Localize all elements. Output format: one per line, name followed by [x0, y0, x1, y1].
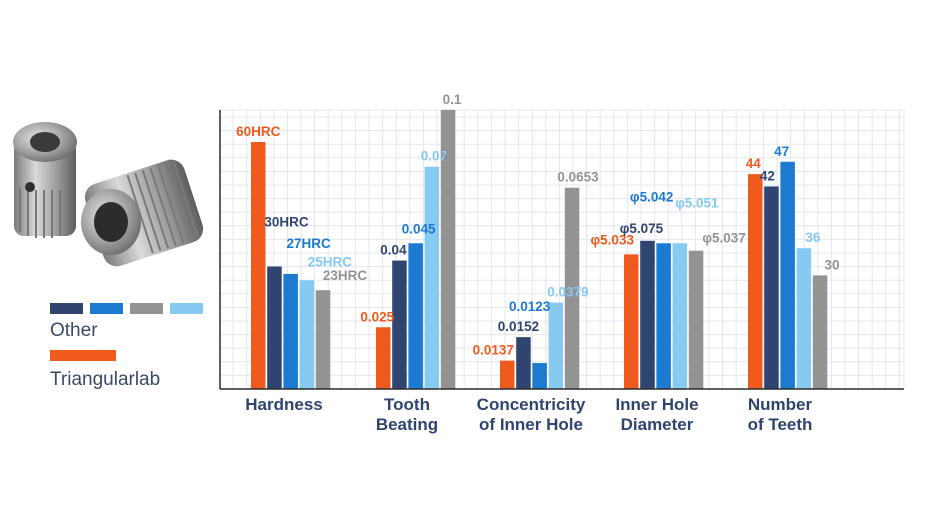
bar-other-1-1: [392, 260, 407, 389]
legend-swatch-triangularlab: [50, 350, 116, 361]
data-label: 0.045: [402, 221, 436, 236]
bar-other-4-2: [564, 187, 580, 389]
data-label: 0.0123: [509, 299, 551, 314]
bar-triangularlab-3: [624, 254, 639, 389]
data-label: 0.0653: [557, 170, 599, 185]
bar-triangularlab-2: [500, 360, 515, 389]
legend: Other Triangularlab: [50, 303, 220, 393]
chart-bars: [251, 109, 828, 389]
data-label: 47: [774, 144, 789, 159]
bar-other-2-4: [780, 161, 795, 389]
category-label: Tooth: [384, 395, 430, 414]
data-label: 25HRC: [308, 254, 353, 269]
data-label: 23HRC: [323, 268, 368, 283]
bar-other-2-1: [408, 243, 423, 389]
bar-other-3-1: [424, 166, 440, 389]
bar-other-4-0: [315, 290, 331, 389]
bar-other-1-2: [516, 337, 531, 389]
category-label: Beating: [376, 415, 438, 434]
gear-left-icon: [13, 122, 77, 238]
category-label: Number: [748, 395, 813, 414]
category-label: Concentricity: [477, 395, 586, 414]
data-label: φ5.037: [702, 231, 745, 246]
bar-other-4-4: [812, 275, 828, 389]
legend-triangularlab-label: Triangularlab: [50, 369, 161, 390]
data-label: φ5.033: [591, 232, 635, 247]
legend-swatch-other-3: [130, 303, 163, 314]
bar-triangularlab-1: [376, 327, 391, 389]
data-label: 30HRC: [264, 214, 309, 229]
category-label: Inner Hole: [615, 395, 698, 414]
bar-other-1-3: [640, 240, 655, 389]
data-label: 42: [760, 168, 775, 183]
gear-right-icon: [81, 159, 204, 267]
bar-other-2-0: [283, 273, 298, 389]
data-label: 0.07: [421, 149, 447, 164]
legend-swatch-other-1: [50, 303, 83, 314]
bar-other-2-3: [656, 243, 671, 389]
gear-photo-icon: [13, 122, 204, 267]
category-label: of Teeth: [748, 415, 813, 434]
data-label: 27HRC: [287, 236, 332, 251]
data-label: 30: [825, 257, 840, 272]
data-label: φ5.042: [630, 189, 673, 204]
legend-other-swatches: [50, 303, 203, 314]
bar-other-4-3: [688, 250, 704, 389]
bar-triangularlab-4: [748, 174, 763, 389]
category-label: Hardness: [245, 395, 322, 414]
data-label: 44: [746, 156, 762, 171]
data-label: 0.04: [380, 243, 407, 258]
data-label: φ5.051: [675, 195, 719, 210]
data-label: φ5.075: [620, 221, 664, 236]
chart-axes: [219, 110, 904, 390]
data-label: 36: [805, 230, 821, 245]
bar-other-2-2: [532, 363, 547, 389]
data-label: 0.025: [360, 309, 394, 324]
legend-swatch-other-4: [170, 303, 203, 314]
bar-other-3-0: [299, 280, 315, 389]
category-label: of Inner Hole: [479, 415, 583, 434]
bar-other-3-2: [548, 302, 564, 389]
data-label: 0.0379: [547, 285, 588, 300]
bar-other-3-4: [796, 248, 812, 389]
bar-other-1-0: [267, 266, 282, 389]
data-label: 0.0137: [473, 343, 514, 358]
legend-other-label: Other: [50, 320, 98, 341]
data-label: 0.0152: [498, 319, 539, 334]
bar-other-1-4: [764, 186, 779, 389]
bar-triangularlab-0: [251, 142, 266, 389]
data-label: 0.1: [443, 92, 462, 107]
legend-swatch-other-2: [90, 303, 123, 314]
bar-other-3-3: [672, 243, 688, 389]
data-label: 60HRC: [236, 124, 281, 139]
bar-other-4-1: [440, 109, 456, 389]
chart-data-labels: 60HRC 0.025 0.0137 φ5.033 44 30HRC 0.04 0.0152 φ…: [236, 92, 839, 358]
category-label: Diameter: [621, 415, 694, 434]
